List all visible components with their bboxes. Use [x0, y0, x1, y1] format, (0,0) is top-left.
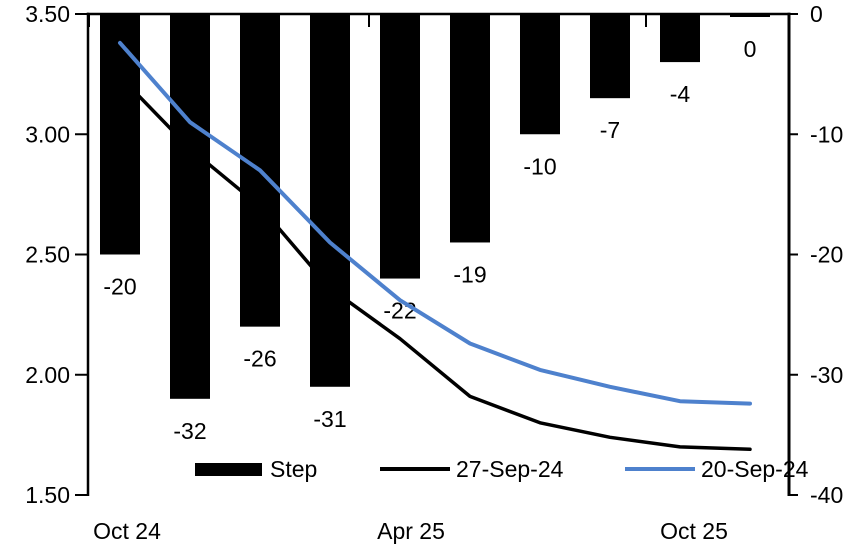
- right-axis-tick-label: -10: [810, 121, 843, 147]
- bar-data-label: -19: [453, 261, 486, 287]
- bar: [590, 15, 630, 99]
- series-line-27-sep-24: [118, 74, 752, 452]
- bar: [730, 15, 770, 17]
- bar-data-label: -32: [173, 418, 206, 444]
- right-axis-tick-label: -40: [810, 482, 843, 508]
- bar: [100, 15, 140, 255]
- bar-data-label: -31: [313, 406, 346, 432]
- bar-data-label: -26: [243, 346, 276, 372]
- series-line-20-sep-24: [118, 40, 752, 406]
- bar-data-label: -4: [670, 81, 691, 107]
- bar: [660, 15, 700, 63]
- bar: [310, 15, 350, 387]
- left-axis-tick-label: 1.50: [25, 482, 70, 508]
- right-axis-tick-label: 0: [810, 1, 823, 27]
- bar-data-label: -20: [103, 274, 136, 300]
- x-axis-label: Oct 24: [93, 518, 161, 544]
- bar-data-label: -7: [600, 117, 620, 143]
- right-axis-tick-label: -30: [810, 362, 843, 388]
- left-axis-tick-label: 3.00: [25, 121, 70, 147]
- left-axis-tick-label: 3.50: [25, 1, 70, 27]
- right-axis-tick-label: -20: [810, 242, 843, 268]
- bar-data-label: 0: [744, 36, 757, 62]
- bar: [520, 15, 560, 135]
- left-axis-tick-label: 2.00: [25, 362, 70, 388]
- bar: [380, 15, 420, 279]
- bar-data-label: -10: [523, 153, 556, 179]
- bar: [450, 15, 490, 243]
- x-axis-label: Oct 25: [660, 518, 728, 544]
- left-axis-tick-label: 2.50: [25, 242, 70, 268]
- x-axis-label: Apr 25: [377, 518, 445, 544]
- bar: [170, 15, 210, 399]
